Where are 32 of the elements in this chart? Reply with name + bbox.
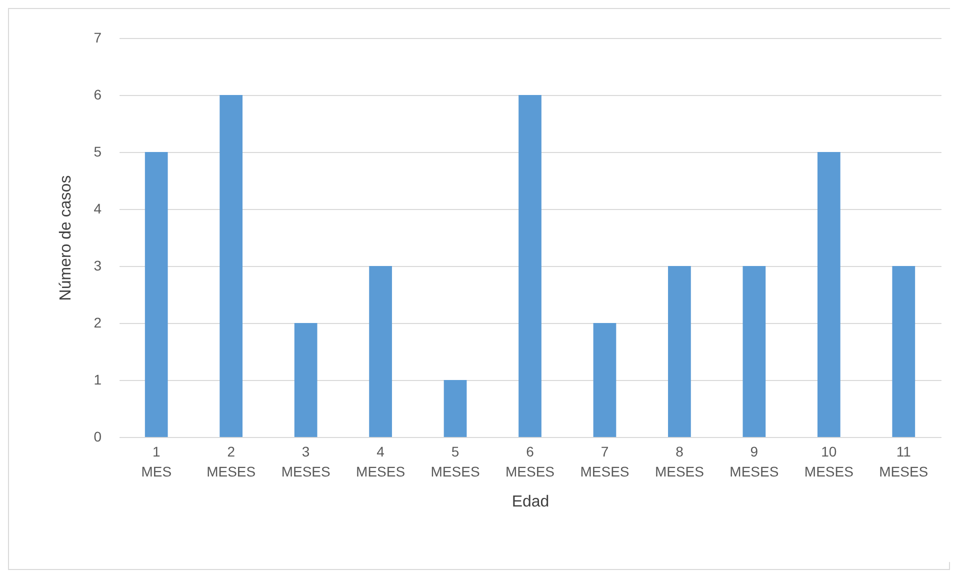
x-tick-label: 10 MESES (804, 444, 854, 480)
y-tick-label: 5 (94, 144, 102, 160)
bar (668, 266, 691, 437)
y-tick-label: 1 (94, 372, 102, 388)
bar (144, 152, 168, 437)
x-tick-label: 7 MESES (580, 444, 630, 480)
x-tick-label: 3 MESES (281, 444, 330, 480)
bar (593, 323, 616, 437)
x-tick-label: 9 MESES (730, 444, 779, 480)
bar (892, 266, 916, 437)
bar (518, 95, 542, 437)
x-axis-title: Edad (512, 494, 550, 510)
y-tick-label: 7 (94, 30, 102, 46)
x-tick-label: 4 MESES (356, 444, 406, 480)
y-tick-label: 4 (94, 200, 102, 216)
bar (817, 152, 840, 437)
x-tick-label: 1 MES (141, 444, 172, 480)
x-tick-label: 2 MESES (206, 444, 256, 480)
y-tick-label: 2 (94, 314, 102, 330)
y-tick-label: 6 (94, 86, 102, 102)
y-tick-label: 0 (94, 428, 102, 444)
bar (220, 95, 243, 437)
y-axis-title: Número de casos (58, 175, 75, 301)
x-tick-label: 11 MESES (879, 444, 928, 480)
y-tick-label: 3 (94, 258, 102, 274)
bar (742, 266, 766, 437)
x-tick-label: 8 MESES (654, 444, 704, 480)
bar (369, 266, 392, 437)
x-tick-label: 6 MESES (505, 444, 555, 480)
x-tick-label: 5 MESES (430, 444, 480, 480)
bar (444, 380, 467, 437)
bar (294, 323, 318, 437)
